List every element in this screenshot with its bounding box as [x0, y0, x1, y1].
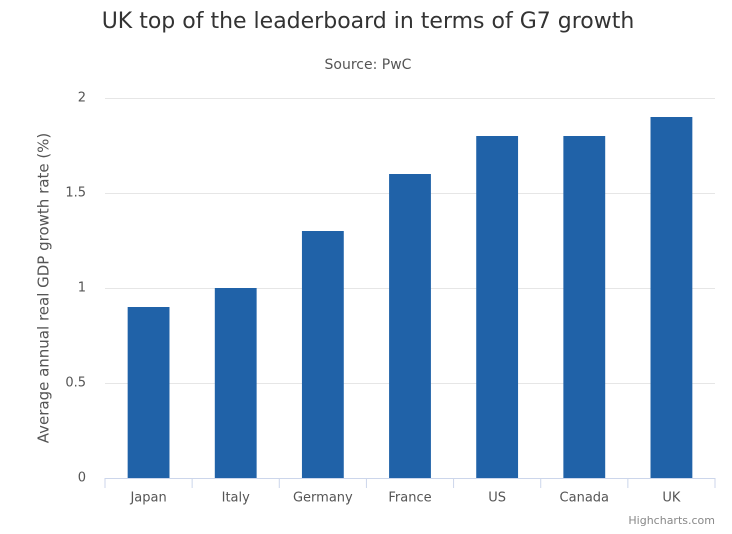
bar: [563, 136, 606, 478]
y-axis-title: Average annual real GDP growth rate (%): [35, 133, 53, 444]
x-tick-label: UK: [662, 491, 681, 506]
bar: [476, 136, 519, 478]
y-tick-label: 1.5: [65, 186, 86, 201]
bar: [214, 288, 257, 478]
chart-subtitle: Source: PwC: [325, 57, 412, 73]
bar: [127, 307, 170, 478]
x-tick-label: France: [388, 491, 431, 506]
x-tick-label: Canada: [560, 491, 609, 506]
x-tick-label: US: [488, 491, 506, 506]
credit: Highcharts.com: [628, 514, 715, 527]
x-tick-label: Japan: [129, 491, 166, 506]
bar: [389, 174, 431, 478]
y-tick-label: 0: [78, 471, 86, 486]
x-tick-label: Italy: [222, 491, 251, 506]
x-tick-label: Germany: [293, 491, 353, 506]
y-tick-label: 0.5: [65, 376, 86, 391]
bar: [650, 117, 693, 478]
bar: [301, 231, 344, 478]
chart-title: UK top of the leaderboard in terms of G7…: [102, 9, 635, 34]
y-tick-label: 1: [78, 281, 86, 296]
y-tick-label: 2: [78, 91, 86, 106]
